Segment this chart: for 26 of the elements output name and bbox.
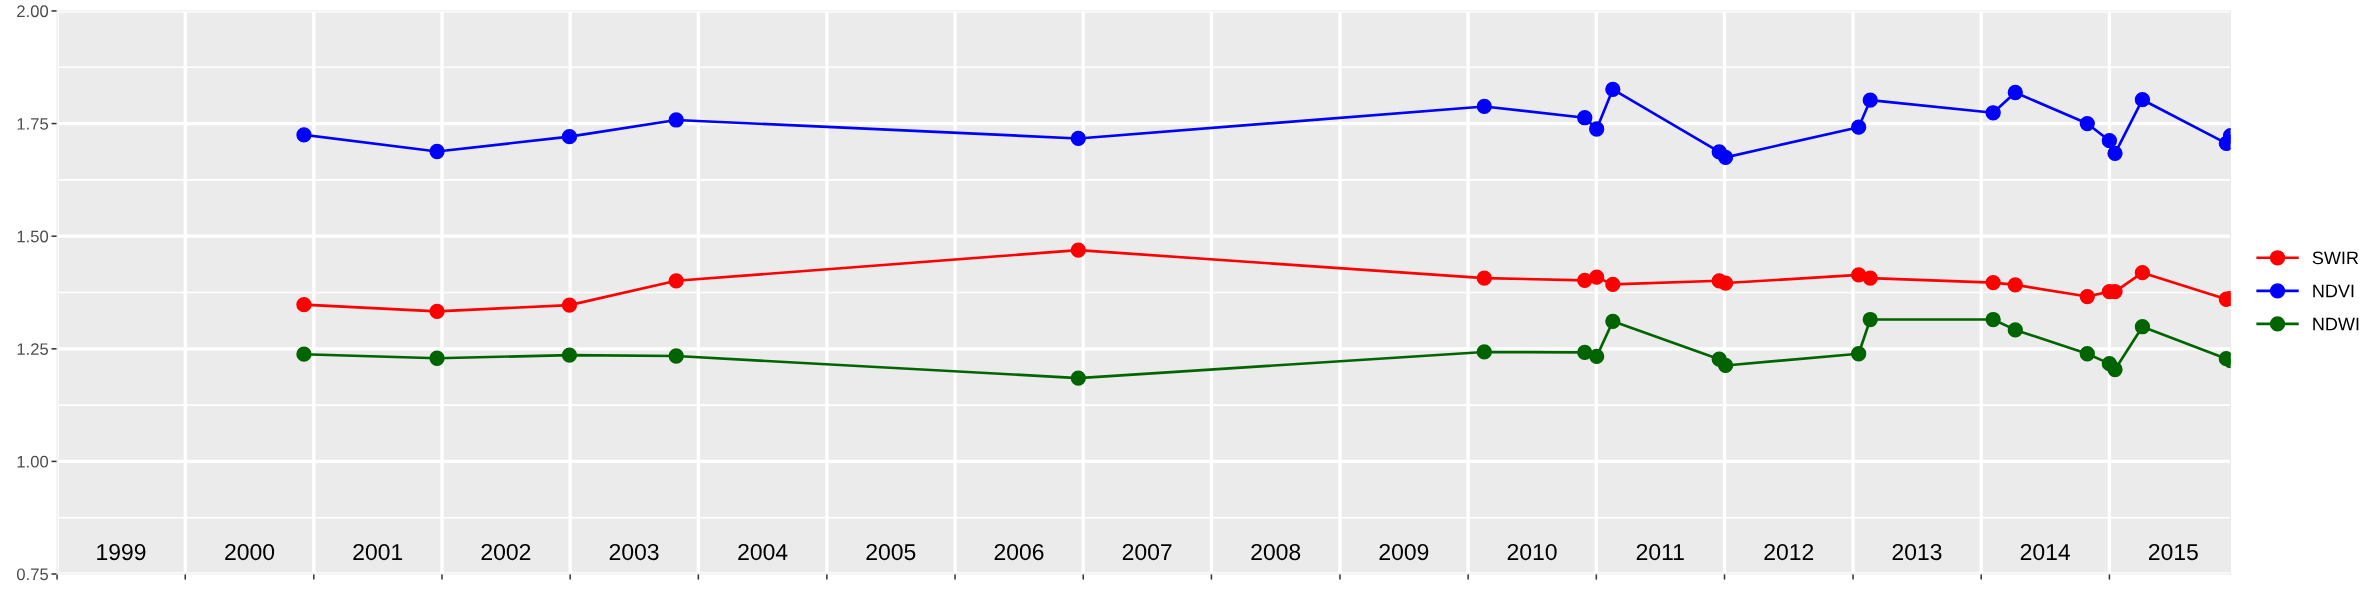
legend-label: SWIR xyxy=(2312,251,2359,265)
x-tick-label: 2005 xyxy=(866,543,916,561)
x-tick-label: 1999 xyxy=(97,543,146,561)
legend-label: NDVI xyxy=(2313,284,2354,298)
y-tick-label: 2.00 xyxy=(17,5,49,18)
x-tick-label: 2009 xyxy=(1379,543,1429,561)
legend-label: NDWI xyxy=(2313,317,2359,331)
x-tick-label: 2015 xyxy=(2148,543,2198,561)
x-tick-label: 2013 xyxy=(1892,543,1942,561)
x-tick-label: 2014 xyxy=(2020,543,2070,561)
x-tick-label: 2012 xyxy=(1764,543,1814,561)
x-tick-label: 2006 xyxy=(994,543,1044,561)
x-tick-label: 2011 xyxy=(1636,543,1684,561)
y-tick-label: 1.75 xyxy=(17,118,49,130)
y-tick-label: 1.50 xyxy=(17,230,49,243)
x-tick-label: 2002 xyxy=(481,543,531,561)
x-tick-label: 2008 xyxy=(1251,543,1301,561)
y-tick-label: 1.25 xyxy=(17,343,49,356)
y-tick-label: 0.75 xyxy=(16,568,49,581)
y-tick-label: 1.00 xyxy=(17,455,49,468)
x-tick-label: 2000 xyxy=(225,543,275,561)
x-tick-label: 2010 xyxy=(1507,543,1557,561)
x-tick-label: 2001 xyxy=(353,543,403,561)
x-tick-label: 2004 xyxy=(738,543,788,561)
x-tick-label: 2003 xyxy=(609,543,659,561)
x-tick-label: 2007 xyxy=(1122,543,1172,561)
